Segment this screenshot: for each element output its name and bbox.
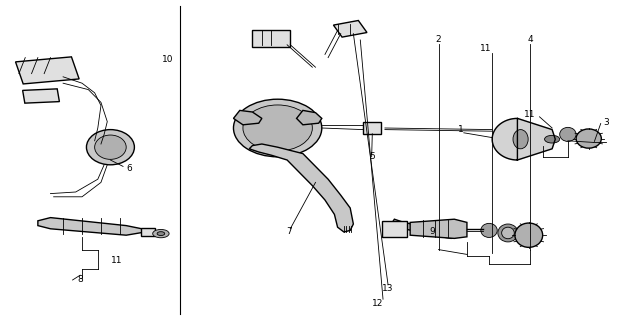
Text: 6: 6 bbox=[126, 164, 133, 172]
Text: 10: 10 bbox=[162, 55, 173, 64]
Bar bbox=[363, 122, 381, 134]
Polygon shape bbox=[391, 219, 457, 238]
Polygon shape bbox=[297, 110, 322, 125]
Bar bbox=[16, 57, 79, 84]
Polygon shape bbox=[233, 110, 262, 125]
Circle shape bbox=[157, 232, 165, 236]
Ellipse shape bbox=[233, 99, 322, 157]
Polygon shape bbox=[249, 144, 353, 232]
Ellipse shape bbox=[513, 130, 528, 149]
Text: 11: 11 bbox=[111, 256, 122, 265]
Bar bbox=[141, 228, 155, 236]
Polygon shape bbox=[38, 218, 145, 235]
Text: 3: 3 bbox=[603, 118, 609, 127]
Text: 1: 1 bbox=[457, 125, 464, 134]
Bar bbox=[382, 221, 407, 237]
Text: 7: 7 bbox=[286, 228, 292, 236]
Ellipse shape bbox=[481, 223, 497, 237]
Ellipse shape bbox=[576, 129, 601, 148]
Text: 12: 12 bbox=[372, 299, 383, 308]
Ellipse shape bbox=[243, 105, 312, 151]
Polygon shape bbox=[410, 219, 467, 238]
Circle shape bbox=[545, 135, 560, 143]
Bar bbox=[252, 30, 290, 47]
Text: 4: 4 bbox=[528, 35, 533, 44]
Bar bbox=[23, 89, 59, 103]
Text: 9: 9 bbox=[429, 228, 435, 236]
Ellipse shape bbox=[502, 227, 514, 239]
Text: 5: 5 bbox=[369, 152, 375, 161]
Ellipse shape bbox=[515, 223, 543, 247]
Text: 11: 11 bbox=[480, 44, 492, 53]
Bar bbox=[333, 20, 367, 37]
Text: 8: 8 bbox=[77, 276, 83, 284]
Ellipse shape bbox=[498, 224, 518, 242]
Text: 2: 2 bbox=[436, 35, 441, 44]
Circle shape bbox=[153, 229, 169, 238]
Ellipse shape bbox=[95, 135, 126, 159]
Polygon shape bbox=[492, 118, 555, 160]
Ellipse shape bbox=[86, 130, 134, 165]
Ellipse shape bbox=[560, 127, 576, 141]
Text: 13: 13 bbox=[382, 284, 394, 293]
Text: 11: 11 bbox=[524, 110, 536, 119]
